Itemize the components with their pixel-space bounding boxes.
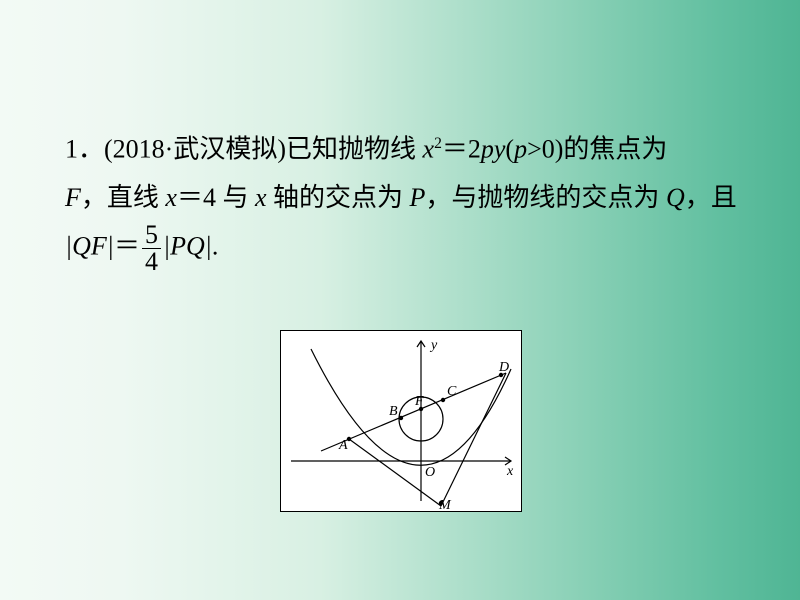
eq-exp: 2 bbox=[434, 135, 442, 152]
problem-source: (2018·武汉模拟) bbox=[104, 135, 286, 164]
svg-text:A: A bbox=[338, 438, 348, 453]
eq-p: p bbox=[481, 135, 494, 164]
t2: 的焦点为 bbox=[563, 135, 667, 164]
t4: ＝4 与 bbox=[177, 183, 255, 212]
problem-text: 1．(2018·武汉模拟)已知抛物线 x2＝2py(p>0)的焦点为 F，直线 … bbox=[65, 120, 745, 275]
eq-y: y bbox=[494, 135, 506, 164]
Q: Q bbox=[666, 183, 685, 212]
svg-text:y: y bbox=[429, 338, 438, 353]
eq2: ＝ bbox=[114, 231, 140, 260]
t8: . bbox=[212, 231, 219, 260]
frac-num: 5 bbox=[142, 222, 161, 249]
x3: x bbox=[165, 183, 177, 212]
t5: 轴的交点为 bbox=[267, 183, 410, 212]
fraction: 54 bbox=[142, 222, 161, 275]
svg-text:M: M bbox=[438, 498, 452, 511]
problem-number: 1． bbox=[65, 135, 104, 164]
F: F bbox=[65, 183, 81, 212]
QF: |QF| bbox=[65, 231, 114, 260]
eq-cond: >0) bbox=[527, 135, 563, 164]
svg-text:O: O bbox=[425, 465, 435, 480]
svg-text:x: x bbox=[506, 464, 514, 479]
eq-eq: ＝2 bbox=[442, 135, 481, 164]
frac-den: 4 bbox=[142, 249, 161, 275]
t3: ，直线 bbox=[81, 183, 166, 212]
P: P bbox=[410, 183, 426, 212]
diagram: y x O A B C D F M bbox=[280, 330, 522, 512]
t7: ，且 bbox=[685, 183, 737, 212]
svg-text:B: B bbox=[389, 404, 398, 419]
t1: 已知抛物线 bbox=[286, 135, 423, 164]
svg-text:F: F bbox=[414, 394, 424, 409]
x4: x bbox=[255, 183, 267, 212]
svg-text:C: C bbox=[447, 384, 457, 399]
t6: ，与抛物线的交点为 bbox=[425, 183, 666, 212]
PQ: |PQ| bbox=[163, 231, 212, 260]
eq-paren-open: ( bbox=[505, 135, 514, 164]
eq-x: x bbox=[423, 135, 435, 164]
svg-text:D: D bbox=[498, 360, 509, 375]
eq-p2: p bbox=[514, 135, 527, 164]
